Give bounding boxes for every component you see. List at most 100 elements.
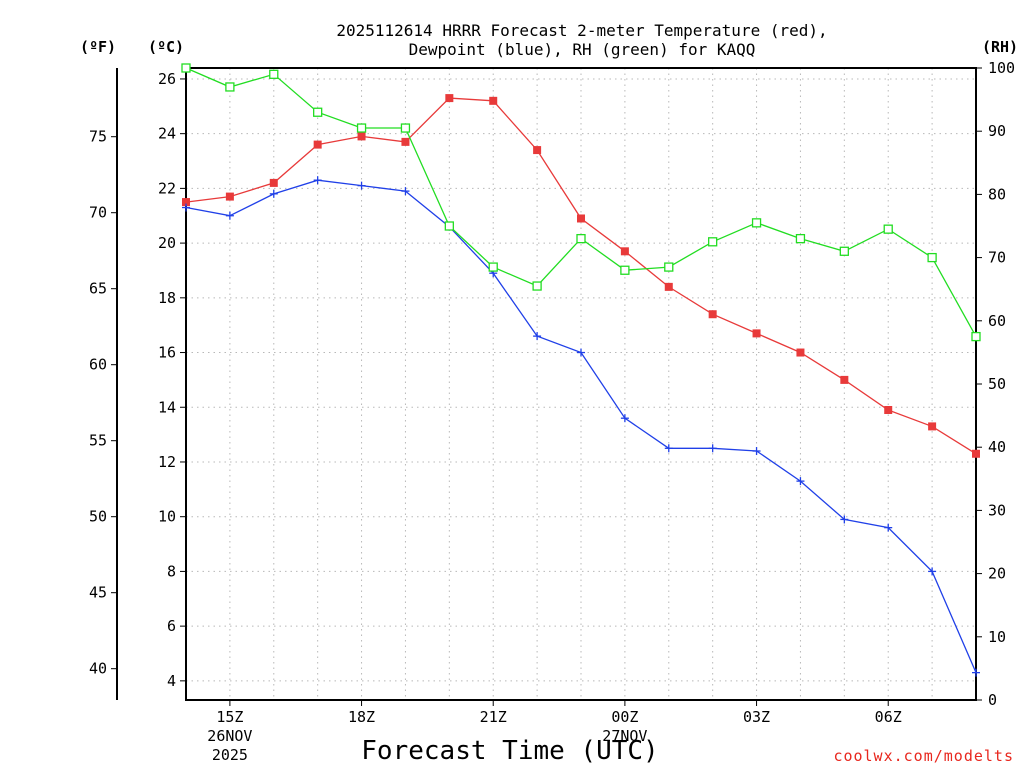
rh-tick-label: 20 (988, 565, 1006, 583)
dewpoint-point (533, 332, 542, 341)
celsius-tick-label: 22 (158, 179, 176, 197)
x-tick-label: 03Z (743, 708, 770, 726)
dewpoint-point (401, 187, 410, 196)
dewpoint-point (269, 189, 278, 198)
fahrenheit-tick-label: 75 (89, 128, 107, 146)
fahrenheit-tick-label: 70 (89, 204, 107, 222)
fahrenheit-tick-label: 60 (89, 356, 107, 374)
celsius-tick-label: 4 (167, 672, 176, 690)
rh-tick-label: 60 (988, 312, 1006, 330)
rh-point (620, 265, 630, 275)
x-axis-title: Forecast Time (UTC) (361, 736, 658, 766)
rh-point (576, 233, 586, 244)
dewpoint-point (928, 567, 937, 576)
temperature-point (752, 329, 761, 338)
dewpoint-point (577, 348, 585, 357)
temperature-point (182, 198, 190, 207)
rh-tick-label: 100 (988, 59, 1015, 77)
temperature-point (357, 132, 366, 141)
x-tick-label: 15Z (216, 708, 243, 726)
temperature-point (620, 247, 629, 256)
dewpoint-point (664, 444, 673, 453)
fahrenheit-tick-label: 55 (89, 432, 107, 450)
axes: 4 6 8 10 12 14 16 18 20 22 24 26 40 45 50 55 60 65 70 75 0 10… (89, 59, 1015, 764)
rh-axis-unit: (RH) (982, 38, 1018, 56)
fahrenheit-tick-label: 65 (89, 280, 107, 298)
rh-point (313, 107, 323, 117)
rh-tick-label: 10 (988, 628, 1006, 646)
dewpoint-point (752, 447, 761, 456)
dewpoint-point (840, 515, 849, 524)
celsius-tick-label: 8 (167, 562, 176, 580)
temperature-point (445, 94, 454, 103)
celsius-axis-unit: (ºC) (148, 38, 184, 56)
fahrenheit-tick-label: 50 (89, 508, 107, 526)
rh-tick-label: 30 (988, 501, 1006, 519)
temperature-point (577, 214, 585, 223)
rh-point (269, 69, 279, 79)
temperature-point (928, 422, 937, 431)
celsius-tick-label: 6 (167, 617, 176, 635)
celsius-tick-label: 24 (158, 125, 176, 143)
rh-point (225, 82, 235, 92)
dewpoint-point (708, 444, 717, 453)
dewpoint-point (884, 523, 893, 532)
temperature-point (884, 405, 893, 414)
rh-tick-label: 40 (988, 438, 1006, 456)
temperature-point (533, 146, 542, 155)
celsius-tick-label: 14 (158, 398, 176, 416)
rh-point (839, 246, 849, 256)
gridlines (186, 68, 976, 700)
rh-point (971, 331, 981, 342)
rh-point (356, 123, 367, 133)
rh-point (883, 224, 893, 234)
rh-point (795, 233, 806, 244)
dewpoint-point (182, 203, 190, 212)
rh-point (444, 221, 454, 231)
x-tick-label: 18Z (348, 708, 375, 726)
temperature-point (664, 282, 673, 291)
dewpoint-point (796, 477, 805, 486)
chart-title-line2: Dewpoint (blue), RH (green) for KAQQ (409, 40, 756, 59)
fahrenheit-tick-label: 45 (89, 584, 107, 602)
x-tick-label: 00Z (611, 708, 638, 726)
temperature-point (708, 310, 717, 319)
series-dewpoint (182, 176, 980, 677)
rh-line (185, 67, 977, 337)
celsius-tick-label: 16 (158, 344, 176, 362)
rh-point (488, 262, 498, 272)
rh-tick-label: 80 (988, 185, 1006, 203)
rh-point (400, 123, 411, 133)
celsius-tick-label: 18 (158, 289, 176, 307)
rh-point (664, 262, 674, 272)
rh-point (181, 63, 191, 73)
x-tick-date: 26NOV (207, 727, 252, 745)
x-tick-label: 21Z (480, 708, 507, 726)
temperature-point (269, 178, 278, 187)
temperature-point (840, 375, 849, 384)
rh-tick-label: 0 (988, 691, 997, 709)
temperature-point (972, 449, 980, 458)
rh-point (708, 237, 718, 247)
dewpoint-point (225, 211, 234, 220)
rh-tick-label: 50 (988, 375, 1006, 393)
rh-tick-label: 90 (988, 122, 1006, 140)
rh-tick-label: 70 (988, 249, 1006, 267)
dewpoint-point (357, 181, 366, 190)
fahrenheit-axis-unit: (ºF) (80, 38, 116, 56)
temperature-point (796, 348, 805, 357)
dewpoint-point (313, 176, 322, 185)
fahrenheit-tick-label: 40 (89, 660, 107, 678)
celsius-tick-label: 10 (158, 508, 176, 526)
rh-point (927, 252, 937, 263)
temperature-point (489, 96, 498, 105)
rh-point (751, 218, 762, 228)
celsius-tick-label: 26 (158, 70, 176, 88)
series-temperature (182, 94, 980, 458)
dewpoint-point (620, 414, 629, 423)
series-rh (181, 63, 981, 342)
data-series (181, 63, 981, 677)
temperature-point (313, 140, 322, 149)
celsius-tick-label: 20 (158, 234, 176, 252)
